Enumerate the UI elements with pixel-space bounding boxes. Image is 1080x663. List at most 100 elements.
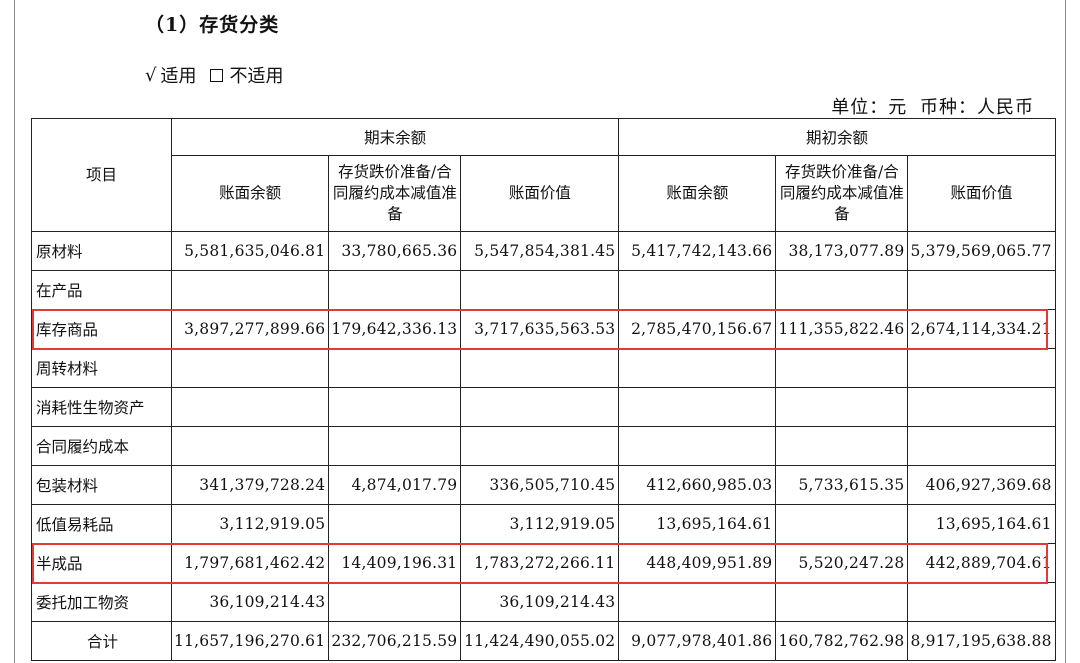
row-label: 包装材料 bbox=[31, 465, 172, 505]
amount-cell bbox=[775, 504, 909, 544]
amount-cell bbox=[460, 348, 620, 388]
document-page bbox=[14, 0, 1066, 663]
amount-cell: 8,917,195,638.88 bbox=[907, 621, 1056, 661]
row-label: 低值易耗品 bbox=[31, 504, 172, 544]
row-label: 原材料 bbox=[31, 231, 172, 271]
amount-cell: 11,657,196,270.61 bbox=[170, 621, 330, 661]
amount-cell: 11,424,490,055.02 bbox=[460, 621, 620, 661]
table-row: 原材料 5,581,635,046.81 33,780,665.36 5,547,85… bbox=[31, 231, 1056, 271]
amount-cell: 13,695,164.61 bbox=[618, 504, 777, 544]
amount-cell bbox=[775, 270, 909, 310]
empty-checkbox-icon bbox=[210, 68, 224, 82]
applicability-line: √ 适用 不适用 bbox=[145, 62, 283, 88]
row-label: 半成品 bbox=[31, 543, 172, 583]
amount-cell: 33,780,665.36 bbox=[328, 231, 462, 271]
row-label: 消耗性生物资产 bbox=[31, 387, 172, 427]
amount-cell bbox=[618, 270, 777, 310]
amount-cell: 2,785,470,156.67 bbox=[618, 309, 777, 349]
amount-cell: 1,783,272,266.11 bbox=[460, 543, 620, 583]
column-header-text: 存货跌价准备/合同履约成本减值准备 bbox=[332, 163, 457, 223]
column-header: 存货跌价准备/合同履约成本减值准备 bbox=[328, 155, 462, 232]
amount-cell: 13,695,164.61 bbox=[907, 504, 1056, 544]
row-label: 在产品 bbox=[31, 270, 172, 310]
amount-cell bbox=[775, 426, 909, 466]
amount-cell: 341,379,728.24 bbox=[170, 465, 330, 505]
amount-cell: 3,112,919.05 bbox=[460, 504, 620, 544]
amount-cell bbox=[775, 582, 909, 622]
opening-balance-header: 期初余额 bbox=[618, 118, 1056, 156]
table-row: 周转材料 bbox=[31, 348, 1056, 388]
amount-cell bbox=[775, 348, 909, 388]
check-mark-icon: √ bbox=[145, 64, 157, 86]
amount-cell: 336,505,710.45 bbox=[460, 465, 620, 505]
amount-cell: 160,782,762.98 bbox=[775, 621, 909, 661]
amount-cell: 406,927,369.68 bbox=[907, 465, 1056, 505]
amount-cell bbox=[170, 426, 330, 466]
unit-label: 单位：元 bbox=[831, 97, 908, 118]
item-column-header: 项目 bbox=[31, 118, 172, 232]
table-row: 半成品 1,797,681,462.42 14,409,196.31 1,783,27… bbox=[31, 543, 1056, 583]
column-header: 存货跌价准备/合同履约成本减值准备 bbox=[775, 155, 909, 232]
amount-cell: 5,520,247.28 bbox=[775, 543, 909, 583]
row-label: 合计 bbox=[31, 621, 172, 661]
amount-cell bbox=[907, 426, 1056, 466]
row-label: 周转材料 bbox=[31, 348, 172, 388]
amount-cell: 232,706,215.59 bbox=[328, 621, 462, 661]
amount-cell bbox=[618, 582, 777, 622]
amount-cell: 448,409,951.89 bbox=[618, 543, 777, 583]
table-row: 合同履约成本 bbox=[31, 426, 1056, 466]
amount-cell: 111,355,822.46 bbox=[775, 309, 909, 349]
not-applicable-label: 不适用 bbox=[229, 66, 284, 87]
row-label: 库存商品 bbox=[31, 309, 172, 349]
amount-cell: 36,109,214.43 bbox=[460, 582, 620, 622]
amount-cell bbox=[618, 348, 777, 388]
table-row: 消耗性生物资产 bbox=[31, 387, 1056, 427]
amount-cell bbox=[328, 348, 462, 388]
amount-cell bbox=[328, 582, 462, 622]
amount-cell: 5,547,854,381.45 bbox=[460, 231, 620, 271]
amount-cell bbox=[907, 582, 1056, 622]
amount-cell: 3,717,635,563.53 bbox=[460, 309, 620, 349]
amount-cell: 3,897,277,899.66 bbox=[170, 309, 330, 349]
amount-cell bbox=[328, 504, 462, 544]
ending-balance-header: 期末余额 bbox=[170, 118, 620, 156]
column-header-text: 存货跌价准备/合同履约成本减值准备 bbox=[779, 163, 904, 223]
amount-cell bbox=[460, 270, 620, 310]
amount-cell: 5,733,615.35 bbox=[775, 465, 909, 505]
amount-cell bbox=[170, 348, 330, 388]
currency-label: 币种：人民币 bbox=[920, 97, 1034, 118]
amount-cell bbox=[907, 348, 1056, 388]
amount-cell bbox=[170, 270, 330, 310]
row-label: 合同履约成本 bbox=[31, 426, 172, 466]
amount-cell bbox=[907, 387, 1056, 427]
column-header: 账面余额 bbox=[170, 155, 330, 232]
amount-cell bbox=[170, 387, 330, 427]
amount-cell: 179,642,336.13 bbox=[328, 309, 462, 349]
amount-cell bbox=[618, 426, 777, 466]
amount-cell bbox=[328, 387, 462, 427]
column-header: 账面价值 bbox=[907, 155, 1056, 232]
unit-currency-line: 单位：元 币种：人民币 bbox=[825, 93, 1034, 119]
table-row: 库存商品 3,897,277,899.66 179,642,336.13 3,717,… bbox=[31, 309, 1056, 349]
column-header: 账面价值 bbox=[460, 155, 620, 232]
amount-cell: 5,581,635,046.81 bbox=[170, 231, 330, 271]
amount-cell: 38,173,077.89 bbox=[775, 231, 909, 271]
table-row: 在产品 bbox=[31, 270, 1056, 310]
total-row: 合计 11,657,196,270.61 232,706,215.59 11,424,… bbox=[31, 621, 1056, 661]
table-row: 低值易耗品 3,112,919.05 3,112,919.05 13,695,164.… bbox=[31, 504, 1056, 544]
column-header: 账面余额 bbox=[618, 155, 777, 232]
row-label: 委托加工物资 bbox=[31, 582, 172, 622]
amount-cell bbox=[460, 426, 620, 466]
amount-cell: 1,797,681,462.42 bbox=[170, 543, 330, 583]
amount-cell: 2,674,114,334.21 bbox=[907, 309, 1056, 349]
amount-cell bbox=[460, 387, 620, 427]
amount-cell: 36,109,214.43 bbox=[170, 582, 330, 622]
table-row: 委托加工物资 36,109,214.43 36,109,214.43 bbox=[31, 582, 1056, 622]
amount-cell: 5,379,569,065.77 bbox=[907, 231, 1056, 271]
amount-cell bbox=[328, 270, 462, 310]
amount-cell bbox=[775, 387, 909, 427]
amount-cell: 3,112,919.05 bbox=[170, 504, 330, 544]
amount-cell: 5,417,742,143.66 bbox=[618, 231, 777, 271]
amount-cell bbox=[907, 270, 1056, 310]
amount-cell: 412,660,985.03 bbox=[618, 465, 777, 505]
